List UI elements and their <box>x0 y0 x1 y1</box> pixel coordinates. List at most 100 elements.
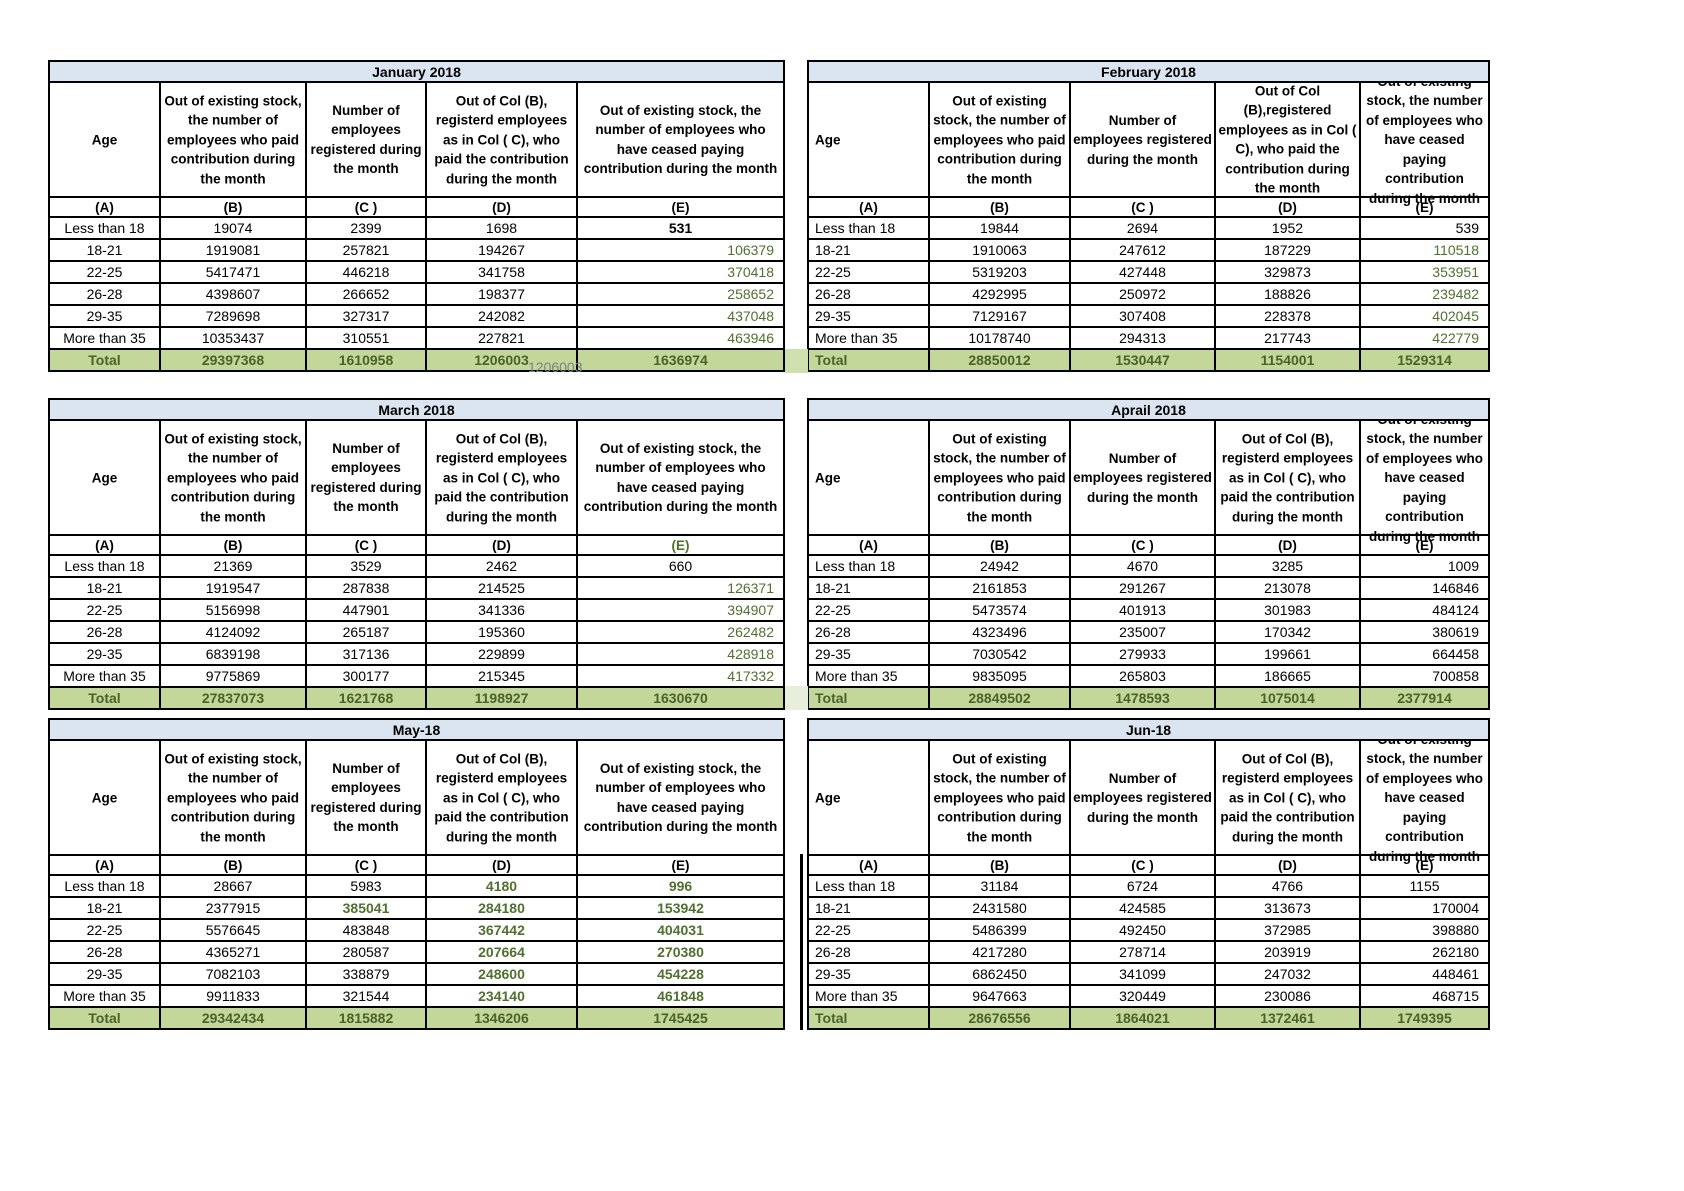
table-row: More than 35 9911833 321544 234140 461848 <box>50 984 783 1006</box>
cell-value: 21369 <box>159 556 305 576</box>
table-row: 22-25 5417471 446218 341758 370418 <box>50 260 783 282</box>
cell-value: 31184 <box>928 876 1069 896</box>
table-row: More than 35 9647663 320449 230086 468715 <box>809 984 1488 1006</box>
cell-value: 9647663 <box>928 986 1069 1006</box>
total-value: 1745425 <box>576 1008 783 1028</box>
cell-value: 217743 <box>1214 328 1359 348</box>
cell-age: More than 35 <box>63 330 146 346</box>
cell-value: 146846 <box>1359 578 1488 598</box>
column-header: Out of Col (B), registerd employees as i… <box>425 421 576 534</box>
column-header-age: Age <box>50 83 159 196</box>
cell-value: 9835095 <box>928 666 1069 686</box>
cell-value: 447901 <box>305 600 425 620</box>
total-value: 1621768 <box>305 688 425 708</box>
column-header: Out of Col (B),registered employees as i… <box>1214 83 1359 196</box>
cell-age: 26-28 <box>86 624 123 640</box>
cell-value: 2377915 <box>159 898 305 918</box>
cell-value: 4323496 <box>928 622 1069 642</box>
cell-value: 227821 <box>425 328 576 348</box>
table-row: 26-28 4217280 278714 203919 262180 <box>809 940 1488 962</box>
column-header-text: Out of existing stock, the number of emp… <box>583 760 778 835</box>
cell-age: More than 35 <box>815 668 898 684</box>
cell-value: 310551 <box>305 328 425 348</box>
cell-value: 3285 <box>1214 556 1359 576</box>
cell-value: 19074 <box>159 218 305 238</box>
column-letter: (A) <box>95 857 114 873</box>
cell-value: 341336 <box>425 600 576 620</box>
column-letter-row: (A) (B) (C ) (D) (E) <box>809 854 1488 874</box>
column-header-text: Number of employees registered during th… <box>310 102 422 177</box>
cell-value: 258652 <box>576 284 783 304</box>
cell-age: 18-21 <box>815 580 851 596</box>
column-letter: (D) <box>425 856 576 874</box>
column-letter: (A) <box>95 537 114 553</box>
cell-value: 401913 <box>1069 600 1214 620</box>
cell-value: 195360 <box>425 622 576 642</box>
cell-value: 266652 <box>305 284 425 304</box>
cell-age: Less than 18 <box>64 558 145 574</box>
cell-value: 7030542 <box>928 644 1069 664</box>
column-letter-row: (A) (B) (C ) (D) (E) <box>50 196 783 216</box>
table-row-group-1: January 2018 Age Out of existing stock, th… <box>48 60 1490 372</box>
table-row: 18-21 2377915 385041 284180 153942 <box>50 896 783 918</box>
cell-value: 203919 <box>1214 942 1359 962</box>
cell-value: 170342 <box>1214 622 1359 642</box>
table-row: 29-35 6862450 341099 247032 448461 <box>809 962 1488 984</box>
cell-value: 329873 <box>1214 262 1359 282</box>
cell-value: 4217280 <box>928 942 1069 962</box>
table-title: January 2018 <box>50 62 783 83</box>
cell-value: 341099 <box>1069 964 1214 984</box>
column-letter-row: (A) (B) (C ) (D) (E) <box>50 534 783 554</box>
month-table-3: March 2018 Age Out of existing stock, the … <box>48 398 785 710</box>
cell-value: 4124092 <box>159 622 305 642</box>
cell-value: 327317 <box>305 306 425 326</box>
column-letter-row: (A) (B) (C ) (D) (E) <box>809 196 1488 216</box>
cell-value: 531 <box>576 218 783 238</box>
cell-value: 5486399 <box>928 920 1069 940</box>
cell-value: 424585 <box>1069 898 1214 918</box>
column-header-text: Out of existing stock, the number of emp… <box>1365 73 1484 206</box>
cell-value: 700858 <box>1359 666 1488 686</box>
column-header: Out of existing stock, the number of emp… <box>159 741 305 854</box>
column-letter: (B) <box>928 536 1069 554</box>
cell-value: 367442 <box>425 920 576 940</box>
cell-value: 10178740 <box>928 328 1069 348</box>
cell-age: Less than 18 <box>64 878 145 894</box>
cell-value: 484124 <box>1359 600 1488 620</box>
table-row: 29-35 7129167 307408 228378 402045 <box>809 304 1488 326</box>
stray-vertical-line <box>800 854 803 1030</box>
total-value: 1610958 <box>305 350 425 370</box>
table-row: 22-25 5486399 492450 372985 398880 <box>809 918 1488 940</box>
column-header: Out of existing stock, the number of emp… <box>576 421 783 534</box>
total-value: 29342434 <box>159 1008 305 1028</box>
table-row: 18-21 1919081 257821 194267 106379 <box>50 238 783 260</box>
cell-age: 22-25 <box>815 264 851 280</box>
cell-value: 213078 <box>1214 578 1359 598</box>
cell-value: 4398607 <box>159 284 305 304</box>
cell-age: 18-21 <box>86 900 123 916</box>
column-header-text: Out of existing stock, the number of emp… <box>933 430 1066 524</box>
cell-value: 287838 <box>305 578 425 598</box>
cell-value: 5319203 <box>928 262 1069 282</box>
table-header-row: Age Out of existing stock, the number of … <box>809 411 1488 543</box>
table-row: Less than 18 31184 6724 4766 1155 <box>809 874 1488 896</box>
cell-value: 5473574 <box>928 600 1069 620</box>
cell-age: 26-28 <box>86 286 123 302</box>
cell-value: 291267 <box>1069 578 1214 598</box>
cell-value: 353951 <box>1359 262 1488 282</box>
column-header: Out of existing stock, the number of emp… <box>159 83 305 196</box>
column-header-text: Number of employees registered during th… <box>1073 450 1212 505</box>
cell-value: 394907 <box>576 600 783 620</box>
total-label: Total <box>815 1010 848 1026</box>
table-row: More than 35 9775869 300177 215345 417332 <box>50 664 783 686</box>
total-row: Total 28676556 1864021 1372461 1749395 <box>809 1006 1488 1028</box>
cell-age: Less than 18 <box>815 558 896 574</box>
cell-value: 248600 <box>425 964 576 984</box>
cell-value: 422779 <box>1359 328 1488 348</box>
column-header: Number of employees registered during th… <box>1069 741 1214 854</box>
column-letter: (A) <box>859 857 878 873</box>
total-value: 2377914 <box>1359 688 1488 708</box>
cell-age: 22-25 <box>86 922 123 938</box>
table-row: 18-21 2431580 424585 313673 170004 <box>809 896 1488 918</box>
gutter-fill-block <box>785 686 808 710</box>
